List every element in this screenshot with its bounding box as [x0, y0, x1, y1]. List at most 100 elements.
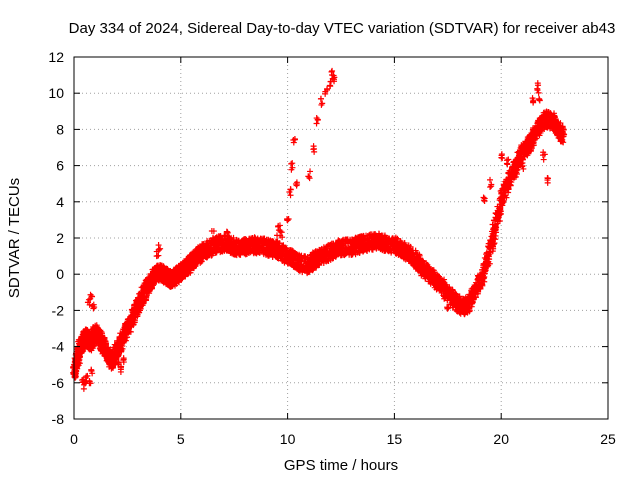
data-point-spike — [86, 377, 93, 384]
data-point — [329, 255, 336, 262]
data-point — [253, 250, 260, 257]
grid-layer — [74, 57, 608, 419]
data-point-spike — [324, 85, 331, 92]
data-point-spike — [503, 157, 510, 164]
data-point — [441, 295, 448, 302]
data-point-spike — [318, 101, 325, 108]
data-point-spike — [224, 229, 231, 236]
data-point-spike — [216, 236, 223, 243]
data-point — [531, 136, 538, 143]
data-point-spike — [279, 234, 286, 241]
data-point — [500, 199, 507, 206]
data-point-spike — [499, 155, 506, 162]
data-point-spike — [534, 80, 541, 87]
data-point-spike — [430, 267, 437, 274]
data-point-spike — [157, 245, 164, 252]
data-point-spike — [83, 373, 90, 380]
data-point — [530, 139, 537, 146]
data-point-spike — [535, 89, 542, 96]
data-point-spike — [330, 76, 337, 83]
data-point-spike — [526, 132, 533, 139]
data-point-spike — [307, 168, 314, 175]
data-point-spike — [225, 233, 232, 240]
data-point-spike — [327, 83, 334, 90]
data-point — [560, 133, 567, 140]
data-point-spike — [314, 117, 321, 124]
data-point-spike — [498, 152, 505, 159]
data-point-spike — [88, 366, 95, 373]
data-point-spike — [287, 192, 294, 199]
data-point — [484, 259, 491, 266]
data-point-spike — [210, 228, 217, 235]
data-point-spike — [85, 296, 92, 303]
data-point-spike — [223, 228, 230, 235]
data-point — [477, 282, 484, 289]
data-point — [97, 332, 104, 339]
data-point-spike — [481, 195, 488, 202]
data-point — [495, 214, 502, 221]
data-point — [108, 365, 115, 372]
data-point-spike — [536, 95, 543, 102]
data-point-spike — [540, 156, 547, 163]
data-point-spike — [318, 95, 325, 102]
data-point-spike — [513, 171, 520, 178]
data-point — [260, 235, 267, 242]
data-layer — [70, 67, 568, 392]
data-point-spike — [200, 245, 207, 252]
data-point-spike — [550, 113, 557, 120]
data-point-spike — [512, 173, 519, 180]
data-point — [472, 294, 479, 301]
data-point-spike — [512, 167, 519, 174]
data-point-spike — [89, 303, 96, 310]
data-point — [412, 247, 419, 254]
data-point-spike — [539, 152, 546, 159]
tick-layer — [73, 56, 609, 420]
data-point — [560, 126, 567, 133]
data-point-spike — [438, 281, 445, 288]
data-point-spike — [186, 265, 193, 272]
data-point — [491, 240, 498, 247]
data-point-spike — [188, 253, 195, 260]
data-point — [504, 185, 511, 192]
data-point-spike — [322, 90, 329, 97]
data-point-spike — [544, 174, 551, 181]
data-point — [456, 293, 463, 300]
data-point-spike — [519, 162, 526, 169]
data-point — [115, 352, 122, 359]
data-point-spike — [505, 156, 512, 163]
data-point-spike — [217, 232, 224, 239]
data-point-spike — [87, 291, 94, 298]
data-point-spike — [487, 184, 494, 191]
data-point-spike — [85, 299, 92, 306]
data-point-spike — [290, 136, 297, 143]
data-point-spike — [310, 145, 317, 152]
data-point-spike — [444, 304, 451, 311]
data-point-spike — [155, 246, 162, 253]
data-point — [209, 247, 216, 254]
data-point — [556, 122, 563, 129]
data-point-spike — [286, 189, 293, 196]
data-point — [493, 224, 500, 231]
data-point-spike — [275, 223, 282, 230]
data-point-spike — [305, 173, 312, 180]
data-point — [482, 262, 489, 269]
data-point — [537, 127, 544, 134]
data-point-spike — [518, 160, 525, 167]
data-point — [506, 179, 513, 186]
data-point — [559, 136, 566, 143]
data-point — [425, 263, 432, 270]
data-point-spike — [444, 305, 451, 312]
data-point — [497, 210, 504, 217]
data-point — [257, 248, 264, 255]
data-point — [146, 290, 153, 297]
data-point-spike — [289, 160, 296, 167]
data-point — [119, 339, 126, 346]
data-point-spike — [199, 242, 206, 249]
data-point-spike — [524, 137, 531, 144]
chart-title: Day 334 of 2024, Sidereal Day-to-day VTE… — [69, 20, 616, 37]
data-point-spike — [285, 216, 292, 223]
data-point — [501, 192, 508, 199]
data-point-spike — [429, 271, 436, 278]
data-point-spike — [272, 238, 279, 245]
